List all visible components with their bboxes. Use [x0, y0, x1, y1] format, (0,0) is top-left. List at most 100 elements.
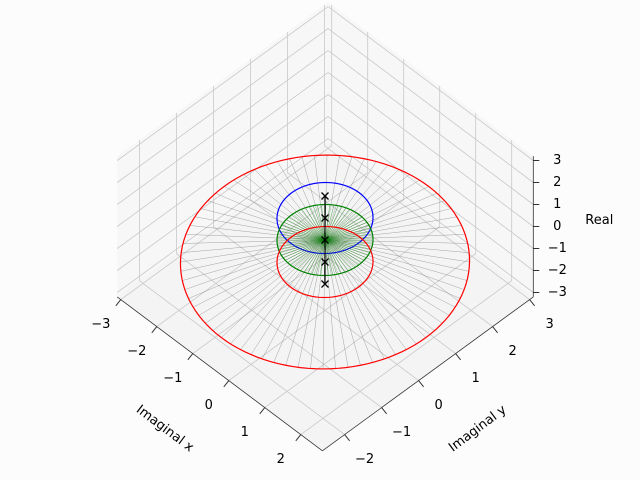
spoke [285, 239, 326, 261]
spoke [301, 209, 326, 241]
spoke [182, 239, 326, 281]
spoke [279, 239, 326, 253]
spoke [324, 212, 357, 241]
spoke [324, 214, 360, 241]
spoke [277, 233, 326, 241]
spoke [324, 239, 450, 316]
spoke [324, 239, 469, 272]
spoke [324, 236, 373, 241]
marker [321, 236, 329, 244]
spoke [324, 239, 345, 273]
spoke [243, 174, 326, 241]
z-tick-label: −3 [548, 285, 567, 300]
spoke [205, 239, 326, 324]
spoke [324, 239, 468, 281]
spoke [324, 239, 361, 366]
y-tick [418, 380, 424, 388]
spoke [324, 239, 349, 271]
grid-line [300, 280, 512, 435]
spoke [324, 233, 373, 241]
spoke [324, 200, 445, 241]
z-tick-label: −1 [548, 241, 567, 256]
grid-line [116, 50, 329, 205]
spoke [305, 207, 326, 241]
z-tick-label: 1 [553, 197, 561, 212]
marker [321, 214, 329, 222]
spoke [180, 239, 326, 263]
spoke [290, 239, 326, 266]
spoke [324, 239, 349, 368]
spoke [324, 239, 336, 369]
spoke [240, 239, 326, 350]
grid-line [139, 280, 345, 435]
y-tick [492, 326, 498, 334]
spoke [291, 214, 326, 241]
spoke [212, 239, 326, 331]
spoke [288, 216, 326, 241]
spoke [324, 206, 343, 241]
spoke [324, 239, 359, 266]
spoke [278, 230, 326, 241]
spoke [317, 204, 326, 241]
spoke [324, 239, 385, 360]
z-tick-label: −2 [548, 263, 567, 278]
marker [321, 192, 329, 200]
spoke [324, 225, 462, 241]
y-tick-label: 3 [545, 317, 553, 332]
z-tick-label: 2 [553, 175, 561, 190]
spoke [296, 239, 326, 270]
grid-line [116, 116, 329, 271]
grid-line [116, 28, 329, 183]
spoke [324, 204, 331, 241]
grid-line [176, 253, 382, 408]
grid-line [116, 138, 329, 293]
y-tick [344, 434, 350, 442]
spoke [324, 239, 367, 258]
circle [276, 225, 374, 299]
circle [276, 181, 374, 255]
x-tick [295, 434, 302, 442]
spoke [324, 155, 340, 241]
spoke [311, 239, 326, 275]
grid-line [116, 6, 329, 161]
grid-line [213, 226, 419, 381]
grid-line [327, 50, 534, 205]
x-tick [115, 299, 122, 307]
spoke [324, 207, 347, 241]
z-tick-label: 3 [553, 153, 561, 168]
spoke [324, 174, 410, 241]
spoke [278, 239, 326, 250]
grid-line [324, 145, 530, 300]
x-tick-label: −2 [127, 344, 146, 359]
spoke [285, 239, 326, 366]
spoke [324, 239, 443, 324]
z-axis-label: Real [585, 213, 613, 228]
spoke [307, 239, 326, 274]
spoke [310, 239, 326, 369]
spoke [324, 239, 333, 276]
x-tick [151, 326, 158, 334]
grid-line [327, 72, 534, 227]
spoke [297, 239, 326, 368]
spoke [319, 239, 326, 276]
spoke [324, 224, 369, 241]
spoke [324, 239, 365, 261]
x-tick-label: −3 [91, 317, 110, 332]
x-axis-line [116, 296, 323, 452]
spoke [189, 225, 326, 241]
spoke [324, 234, 466, 241]
x-tick-label: 0 [205, 398, 213, 413]
spoke [300, 239, 326, 271]
marker [321, 258, 329, 266]
spoke [324, 239, 338, 275]
spoke [324, 239, 369, 256]
spoke [324, 239, 470, 253]
spoke [183, 239, 326, 244]
spoke [314, 155, 326, 241]
z-tick-label: 0 [553, 219, 561, 234]
circle [179, 154, 471, 370]
spoke [324, 239, 370, 253]
grid-line [116, 94, 329, 249]
spoke [293, 239, 326, 268]
